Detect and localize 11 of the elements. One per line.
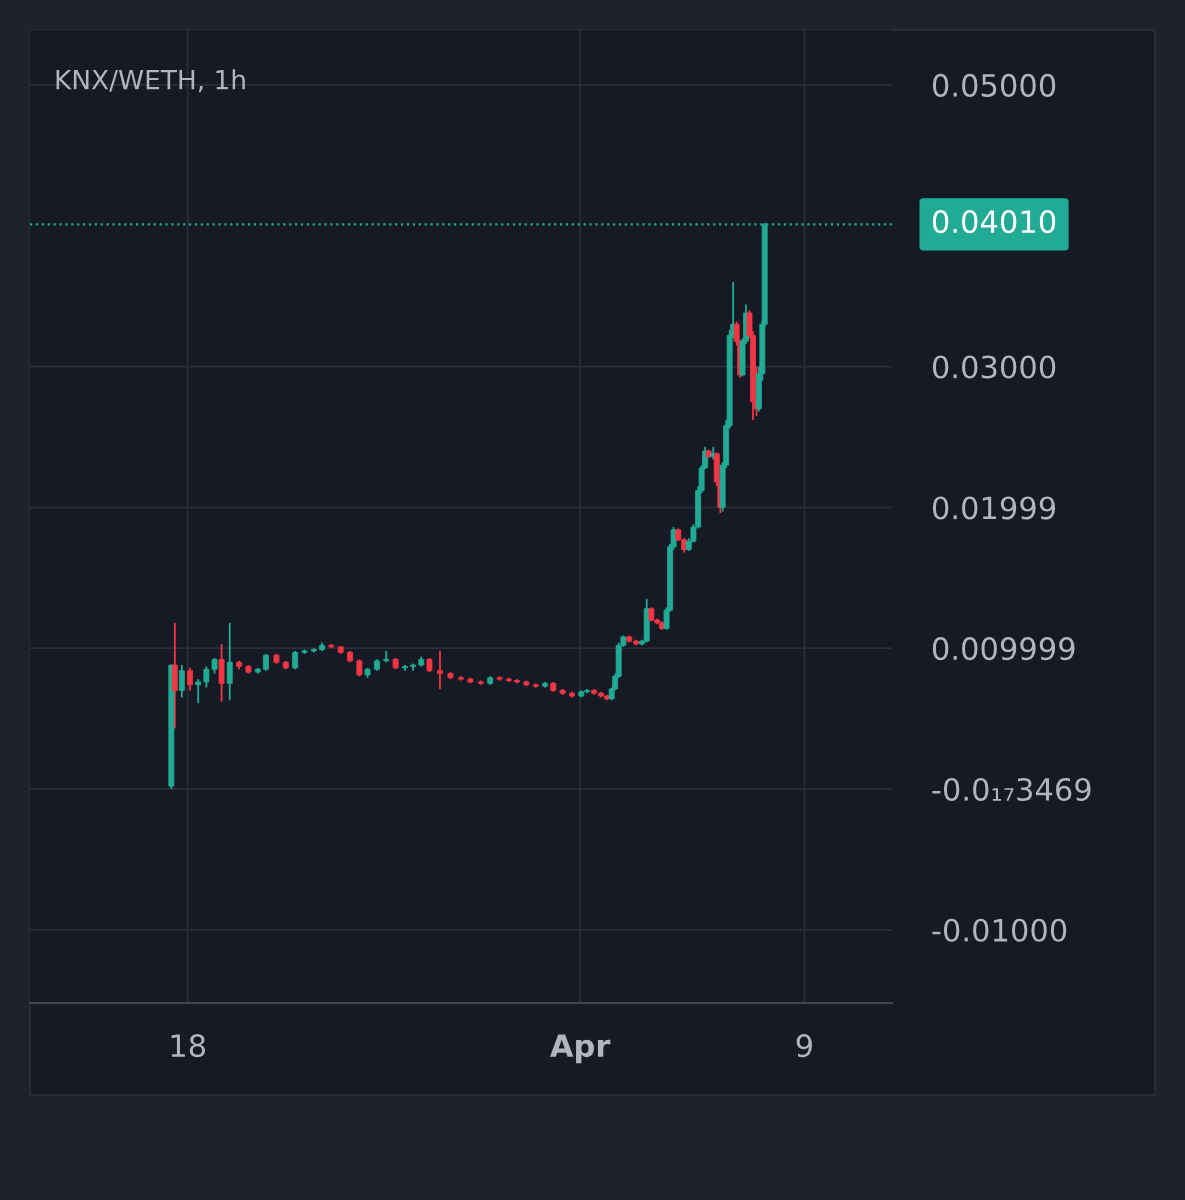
y-tick-label: 0.05000 [932, 73, 1056, 97]
y-tick-label: 0.01999 [932, 496, 1056, 520]
text: KNX/WETH, 1h [56, 69, 245, 93]
y-tick-label: 0.009999 [932, 637, 1075, 661]
y-tick-label: -0.0₁₇3469 [932, 777, 1091, 802]
ref-line-label: 0.04010 [932, 210, 1056, 234]
x-tick-label: 18 [171, 1034, 206, 1058]
x-tick-label: 9 [796, 1034, 812, 1058]
x-tick-label: Apr [549, 1034, 611, 1064]
y-tick-label: -0.01000 [932, 918, 1067, 942]
y-tick-label: 0.03000 [932, 355, 1056, 379]
